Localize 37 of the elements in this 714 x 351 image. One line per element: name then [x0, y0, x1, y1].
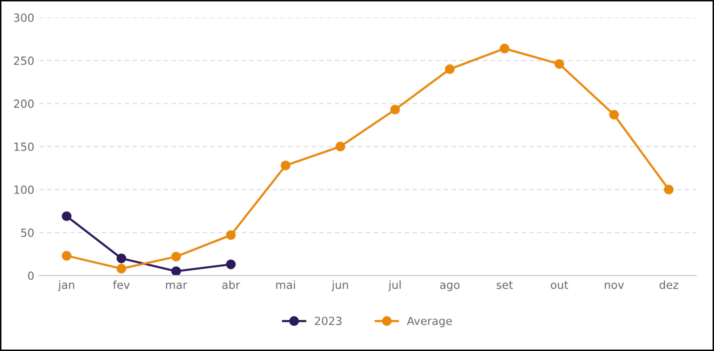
y-tick-label: 150	[14, 142, 34, 151]
point	[116, 253, 126, 264]
point	[171, 252, 181, 262]
x-tick-label: jun	[332, 280, 348, 292]
point	[226, 259, 236, 270]
point	[62, 250, 72, 261]
x-tick-label: nov	[604, 282, 624, 289]
point	[335, 142, 346, 152]
y-tick-label: 100	[14, 186, 34, 194]
x-tick-label: out	[550, 281, 568, 289]
x-tick-label: dez	[660, 280, 678, 289]
point	[390, 104, 400, 114]
y-tick-label: 0	[28, 272, 34, 280]
x-tick-label: mar	[166, 282, 188, 289]
point	[554, 59, 564, 69]
y-tick-label: 50	[21, 228, 34, 237]
x-tick-label: fev	[112, 280, 130, 289]
point	[116, 264, 126, 274]
x-tick-label: jul	[388, 280, 401, 292]
x-tick-label: ago	[440, 282, 460, 292]
y-tick-label: 250	[14, 56, 34, 65]
legend-label: 2023	[314, 316, 342, 326]
x-tick-label: set	[496, 281, 513, 289]
point	[444, 64, 455, 74]
point	[62, 211, 72, 222]
point	[664, 184, 674, 194]
x-tick-label: mai	[276, 280, 295, 289]
y-tick-label: 200	[14, 100, 34, 108]
x-tick-label: abr	[222, 280, 240, 289]
legend-label: Average	[406, 316, 452, 328]
x-tick-label: jan	[58, 280, 74, 292]
point	[171, 266, 181, 276]
point	[500, 44, 510, 54]
y-tick-label: 300	[14, 14, 34, 22]
point	[280, 160, 290, 170]
point	[609, 110, 619, 120]
point	[226, 230, 236, 240]
